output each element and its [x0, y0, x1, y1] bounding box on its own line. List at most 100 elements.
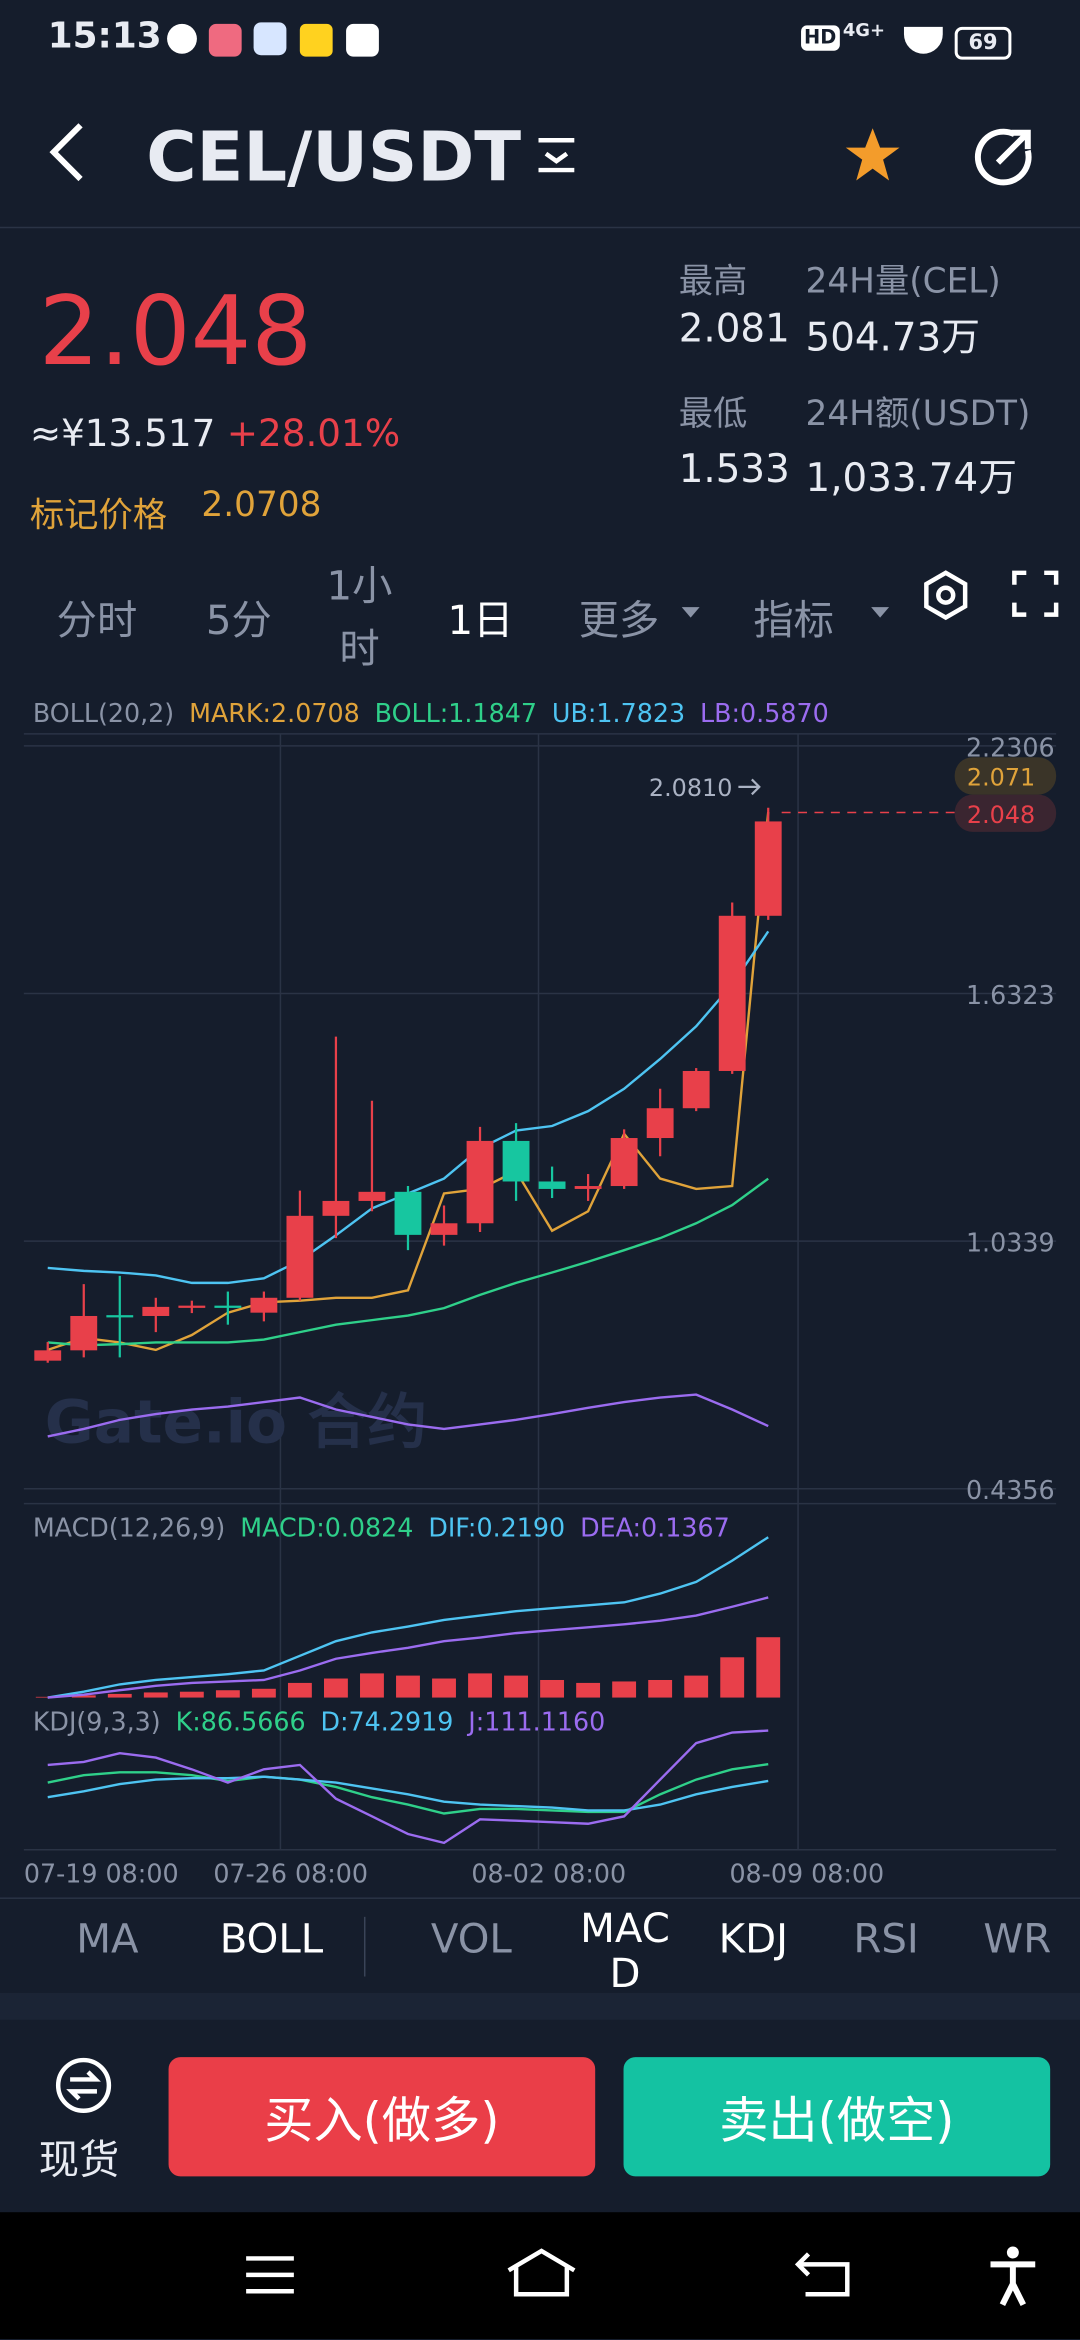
- indicator-line: [47, 811, 770, 1352]
- stat-value: 1,033.74万: [805, 456, 1018, 502]
- indicator-line: [47, 1177, 769, 1347]
- high-marker-label: 2.0810: [649, 774, 733, 802]
- status-icon: [346, 23, 379, 57]
- candle-body: [322, 1200, 350, 1216]
- y-tick-label: 0.4356: [966, 1475, 1055, 1505]
- stat-label: 24H量(CEL): [805, 262, 1001, 302]
- interval-tab[interactable]: 更多: [578, 598, 660, 645]
- indicator-line: [47, 1762, 769, 1815]
- macd-bar: [107, 1693, 132, 1698]
- indicator-tab[interactable]: MA: [76, 1916, 139, 1964]
- legend-label: DEA:0.1367: [580, 1512, 730, 1542]
- candle-body: [682, 1070, 710, 1109]
- back-button[interactable]: [42, 119, 93, 185]
- candle-body: [502, 1140, 530, 1182]
- macd-bar: [684, 1675, 709, 1698]
- indicator-tab[interactable]: MACD: [580, 1906, 670, 1998]
- settings-icon[interactable]: [919, 568, 973, 622]
- legend-label: K:86.5666: [176, 1706, 306, 1736]
- x-tick-label: 07-19 08:00: [24, 1859, 179, 1889]
- interval-tab[interactable]: 1小时: [326, 563, 393, 673]
- legend-label: BOLL(20,2): [33, 698, 174, 728]
- macd-bar: [432, 1678, 456, 1698]
- y-tick-label: 1.6323: [966, 980, 1055, 1010]
- indicator-tab[interactable]: RSI: [853, 1916, 919, 1964]
- last-price-badge: [954, 794, 1057, 832]
- dropdown-arrow: [681, 607, 700, 618]
- nav-accessibility[interactable]: [988, 2245, 1039, 2308]
- fullscreen-icon[interactable]: [1011, 570, 1059, 618]
- mark-price: 2.0708: [201, 486, 322, 526]
- spot-label[interactable]: 现货: [38, 2137, 120, 2184]
- macd-bar: [287, 1682, 312, 1698]
- candle-body: [574, 1186, 602, 1189]
- macd-bar: [612, 1681, 637, 1698]
- divider: [0, 1897, 1080, 1899]
- candle-body: [286, 1215, 314, 1298]
- indicator-line: [47, 1775, 769, 1812]
- stat-value: 504.73万: [805, 316, 981, 361]
- status-icon: [167, 23, 197, 54]
- candle-body: [214, 1305, 242, 1308]
- stat-label: 24H额(USDT): [805, 395, 1031, 435]
- candle-body: [142, 1306, 170, 1316]
- sell-button[interactable]: 卖出(做空): [623, 2057, 1051, 2177]
- macd-bar: [179, 1691, 204, 1698]
- indicator-line: [47, 1596, 769, 1699]
- x-tick-label: 07-26 08:00: [213, 1859, 368, 1889]
- high-marker-arrow: [738, 778, 761, 796]
- legend-label: MARK:2.0708: [189, 698, 360, 728]
- stat-label: 最高: [678, 262, 748, 302]
- interval-tab[interactable]: 5分: [205, 598, 272, 645]
- buy-button[interactable]: 买入(做多): [168, 2057, 596, 2177]
- indicator-line: [47, 1729, 769, 1845]
- indicator-tab[interactable]: KDJ: [718, 1916, 788, 1964]
- legend-label: MACD:0.0824: [240, 1512, 413, 1542]
- interval-tab[interactable]: 分时: [56, 598, 138, 645]
- candle-body: [394, 1191, 422, 1235]
- x-tick-label: 08-09 08:00: [729, 1859, 884, 1889]
- macd-bar: [215, 1690, 240, 1698]
- change-percent: +28.01%: [226, 411, 401, 455]
- candle-body: [646, 1108, 674, 1139]
- legend-label: D:74.2919: [320, 1706, 453, 1736]
- indicator-tab[interactable]: WR: [983, 1916, 1052, 1964]
- candle-body: [358, 1191, 386, 1201]
- nav-home[interactable]: [504, 2247, 579, 2301]
- share-icon[interactable]: [973, 125, 1036, 188]
- interval-tab[interactable]: 1日: [447, 598, 514, 645]
- indicator-tab[interactable]: BOLL: [219, 1916, 324, 1964]
- watermark: Gate.io 合约: [45, 1388, 427, 1457]
- macd-bar: [540, 1679, 565, 1698]
- macd-bar: [71, 1695, 96, 1698]
- last-price: 2.048: [38, 277, 313, 388]
- favorite-star[interactable]: [843, 125, 903, 185]
- candle-body: [466, 1140, 494, 1224]
- nav-back[interactable]: [794, 2249, 854, 2300]
- macd-bar: [251, 1688, 276, 1698]
- status-icon: [299, 23, 333, 57]
- x-tick-label: 08-02 08:00: [471, 1859, 626, 1889]
- switch-icon[interactable]: [534, 134, 579, 176]
- candle-body: [610, 1138, 638, 1187]
- pair-title[interactable]: CEL/USDT: [146, 116, 522, 197]
- macd-bar: [756, 1637, 781, 1698]
- candle-body: [430, 1223, 458, 1235]
- last-price-badge-text: 2.048: [967, 801, 1035, 829]
- nav-menu[interactable]: [243, 2252, 297, 2297]
- indicator-line: [47, 1536, 769, 1699]
- spot-icon[interactable]: [54, 2056, 114, 2116]
- spacer-band: [0, 1992, 1080, 2020]
- cny-price: ≈¥13.517: [29, 411, 216, 455]
- legend-label: DIF:0.2190: [428, 1512, 565, 1542]
- mark-price-badge-text: 2.071: [967, 764, 1035, 792]
- interval-tab[interactable]: 指标: [753, 598, 834, 645]
- indicator-tab[interactable]: VOL: [430, 1916, 512, 1964]
- macd-bar: [648, 1679, 673, 1698]
- separator: [363, 1916, 366, 1977]
- battery: 69: [954, 26, 1012, 60]
- status-network: 4G+: [842, 19, 885, 41]
- macd-bar: [468, 1673, 492, 1698]
- candle-body: [70, 1315, 98, 1351]
- dropdown-arrow: [871, 607, 890, 618]
